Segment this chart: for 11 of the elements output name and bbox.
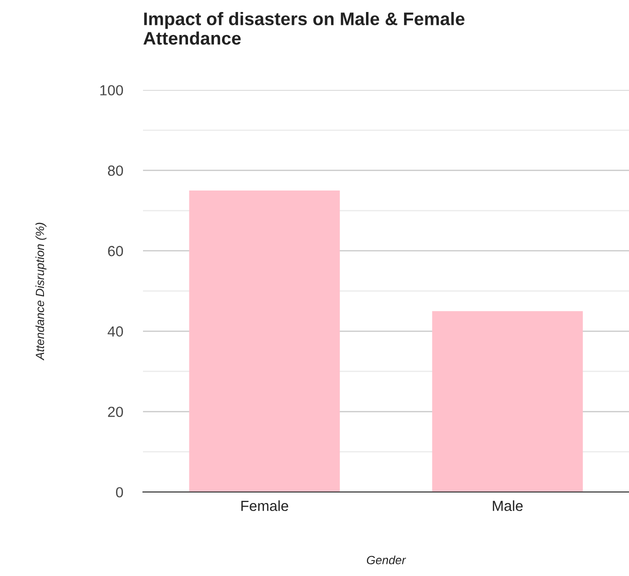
chart-title: Impact of disasters on Male & Female Attendance: [143, 12, 464, 45]
y-tick-label: 0: [116, 487, 123, 498]
y-tick-label: 40: [108, 326, 123, 337]
y-tick-label: 60: [108, 246, 123, 256]
x-tick-label: Male: [492, 500, 523, 512]
x-tick-label: Female: [241, 500, 288, 512]
y-tick-label: 20: [108, 406, 123, 418]
y-axis-title: Attendance Disruption (%): [35, 222, 46, 360]
y-tick-label: 100: [100, 85, 123, 96]
y-tick-label: 80: [108, 166, 123, 176]
x-axis-title: Gender: [366, 556, 406, 564]
